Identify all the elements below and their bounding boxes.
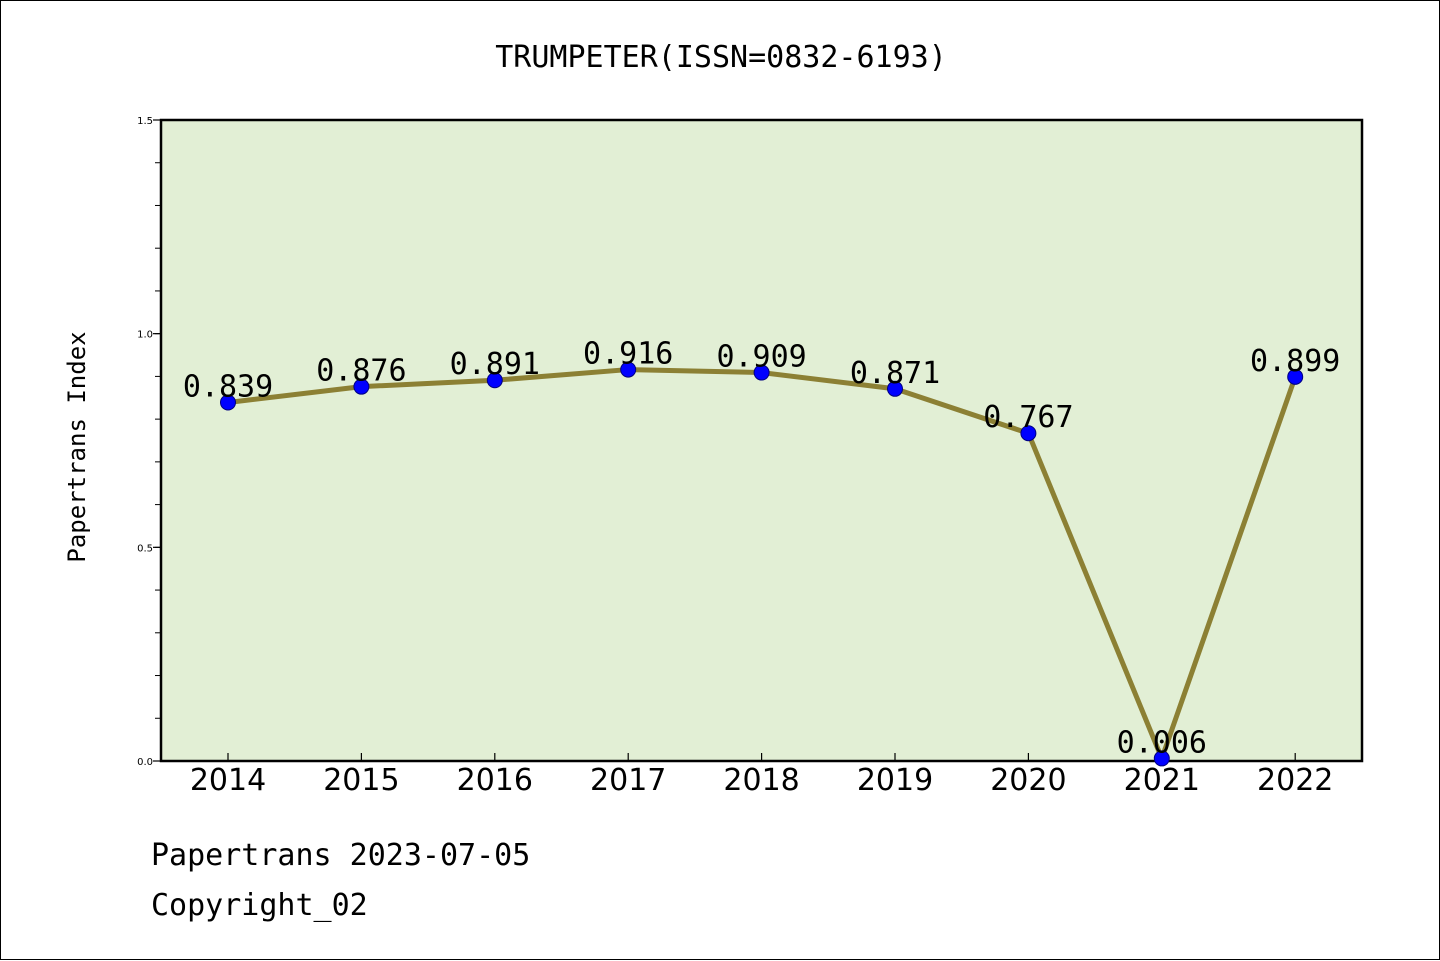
plot-area (159, 118, 1364, 763)
x-tick-label: 2018 (723, 763, 799, 798)
y-tick-label: 1.0 (137, 330, 153, 341)
data-point (1287, 368, 1304, 385)
data-point (220, 394, 236, 411)
y-tick-label: 0.0 (137, 757, 153, 768)
data-label: 0.909 (716, 340, 806, 375)
y-tick-label: 1.5 (137, 116, 153, 127)
footer-copyright: Copyright_02 (151, 888, 368, 923)
data-label: 0.839 (183, 369, 273, 404)
y-tick-label: 0.5 (137, 543, 153, 554)
data-point (887, 380, 903, 397)
data-point (486, 372, 503, 389)
data-label: 0.871 (850, 356, 940, 391)
data-series: 0.839 0.876 0.891 0.916 0.909 0.871 0.767 0.006… (183, 337, 1340, 767)
x-tick-label: 2019 (857, 763, 933, 798)
data-point (1020, 425, 1037, 442)
data-label: 0.767 (983, 400, 1073, 435)
chart-title: TRUMPETER(ISSN=0832-6193) (495, 40, 947, 75)
x-tick-label: 2017 (590, 763, 666, 798)
data-point (1153, 750, 1170, 767)
footer-date: Papertrans 2023-07-05 (151, 838, 530, 873)
data-label: 0.916 (583, 337, 673, 372)
data-label: 0.899 (1250, 344, 1340, 379)
y-axis-label: Papertrans Index (63, 331, 91, 562)
data-label: 0.891 (450, 347, 540, 382)
data-point (753, 364, 770, 381)
data-label: 0.006 (1117, 725, 1207, 760)
data-point (620, 361, 637, 378)
data-label: 0.876 (316, 354, 406, 389)
x-tick-label: 2022 (1257, 763, 1333, 798)
x-tick-label: 2015 (323, 763, 399, 798)
x-tick-label: 2016 (457, 763, 533, 798)
x-tick-label: 2014 (190, 763, 266, 798)
x-axis-ticks: 2014 2015 2016 2017 2018 2019 2020 2021 2022 (190, 753, 1333, 798)
data-point (353, 378, 370, 395)
y-axis-ticks: 0.0 0.5 1.0 1.5 (137, 116, 161, 768)
x-tick-label: 2021 (1124, 763, 1200, 798)
x-tick-label: 2020 (990, 763, 1066, 798)
